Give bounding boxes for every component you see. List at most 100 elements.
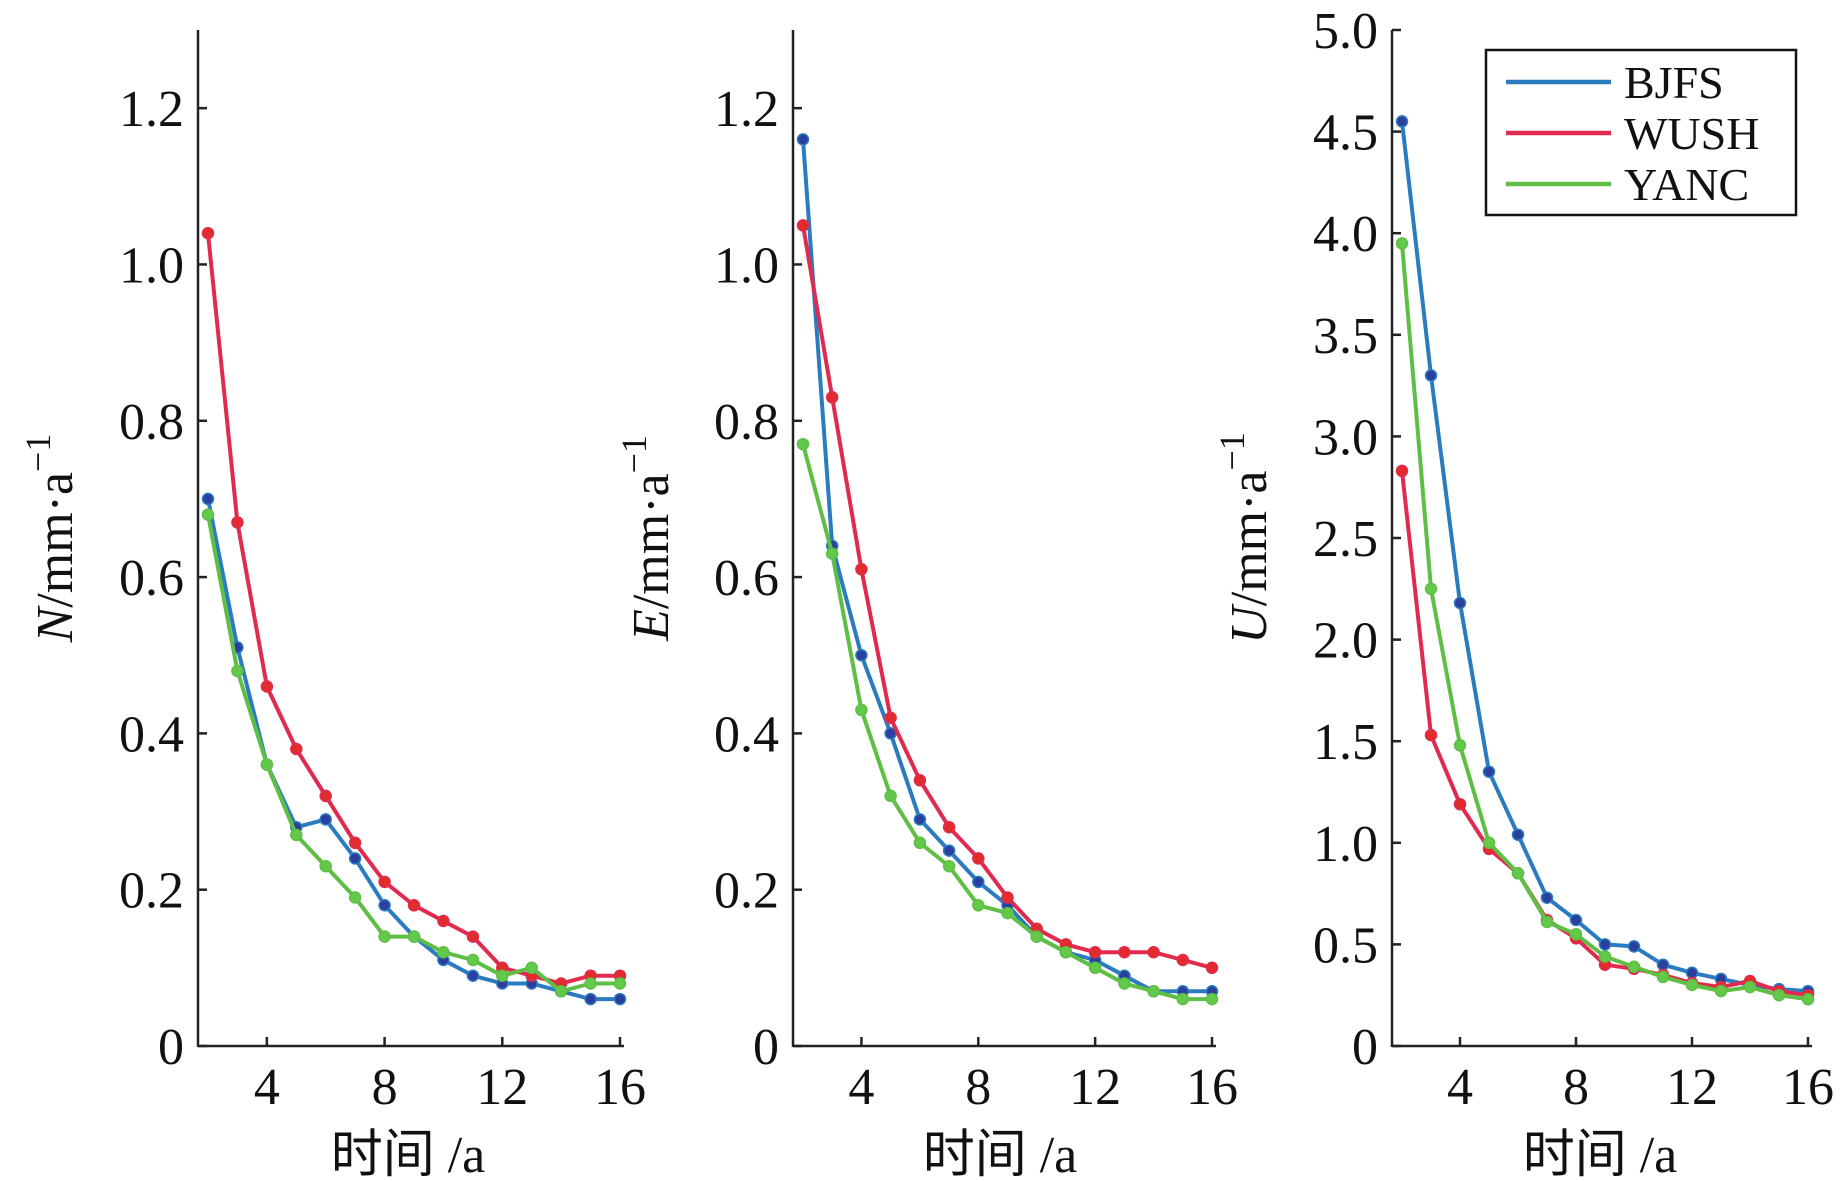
data-point-yanc-e [1030,930,1043,943]
data-point-yanc-e [796,437,810,451]
data-point-yanc-n [260,758,274,771]
y-tick-label: 4.5 [1313,105,1378,162]
data-point-wush-e [1001,891,1014,904]
data-point-yanc-e [1147,985,1160,998]
y-tick-label: 4.0 [1313,206,1378,263]
y-tick-label: 0.5 [1313,917,1378,974]
data-point-wush-e [913,774,927,787]
y-tick-label: 1.2 [714,81,779,138]
y-tick-label: 0.4 [714,706,779,763]
data-point-yanc-u [1743,980,1757,994]
panel-n: 0 0.2 0.4 0.6 0.8 1.0 1.2 4 8 12 16 时间 /a N/mm·a−1 [18,30,646,1181]
data-point-yanc-n [584,977,597,990]
data-point-yanc-n [348,891,362,904]
data-point-yanc-e [1059,945,1073,959]
data-point-bjfs-e [913,813,927,826]
data-point-wush-e [796,219,810,232]
data-point-bjfs-n [201,492,215,506]
series-line-bjfs-u [1400,121,1809,994]
y-axis-variable: U [1221,603,1278,644]
data-point-yanc-u [1656,970,1670,984]
data-point-wush-e [855,563,868,576]
data-point-wush-e [1118,945,1131,959]
y-axis-title-u: U/mm·a−1 [1212,432,1278,644]
data-point-yanc-u [1569,927,1583,941]
data-point-bjfs-e [796,133,810,146]
y-tick-label: 0.6 [119,550,184,607]
data-point-wush-n [407,899,421,912]
data-point-bjfs-n [319,813,332,826]
data-point-yanc-u [1598,950,1612,963]
data-point-bjfs-n [378,899,391,912]
y-axis-exponent: −1 [18,434,58,472]
data-point-bjfs-u [1395,115,1409,128]
y-tick-label: 3.5 [1313,308,1378,365]
panel-u: 0 0.5 1.0 1.5 2.0 2.5 3.0 3.5 4.0 4.5 5.0 4 8 12 16 时间 … [1212,3,1834,1181]
y-tick-label: 1.0 [714,237,779,294]
data-point-bjfs-u [1627,940,1641,953]
x-tick-label: 4 [1447,1059,1473,1116]
x-tick-label: 8 [965,1059,991,1116]
y-axis-unit: /mm·a [1221,471,1278,607]
y-axis-variable: E [623,609,680,642]
data-point-wush-e [1176,953,1190,967]
data-point-yanc-n [231,664,244,678]
x-tick-label: 8 [1563,1059,1589,1116]
data-point-yanc-u [1772,988,1786,1002]
x-tick-label: 16 [594,1059,646,1116]
data-point-wush-e [942,820,956,834]
data-point-wush-e [1205,961,1219,975]
y-tick-label: 0 [1352,1019,1378,1076]
data-point-yanc-e [972,899,985,912]
data-point-bjfs-n [466,969,480,982]
data-point-yanc-n [466,953,480,967]
data-point-bjfs-u [1685,966,1699,980]
x-tick-label: 12 [1666,1059,1718,1116]
x-tick-label: 12 [476,1059,528,1116]
data-point-wush-u [1453,797,1467,811]
x-axis-title-u: 时间 /a [1523,1127,1678,1181]
y-axis-title-e: E/mm·a−1 [614,435,680,642]
y-axis-exponent: −1 [1212,432,1252,470]
data-point-bjfs-u [1656,958,1670,971]
data-point-yanc-e [1088,961,1102,975]
y-tick-label: 0.6 [714,550,779,607]
data-point-yanc-n [525,961,538,975]
data-point-yanc-u [1395,237,1409,250]
y-tick-label: 1.2 [119,81,184,138]
data-point-yanc-e [884,789,897,803]
y-tick-label: 2.0 [1313,613,1378,670]
data-point-wush-n [231,516,244,529]
data-point-yanc-u [1627,960,1641,974]
data-point-bjfs-e [942,844,956,857]
data-point-wush-n [348,836,362,850]
data-point-yanc-n [437,945,450,959]
data-point-yanc-n [496,969,509,982]
data-point-yanc-n [613,977,627,990]
data-point-wush-e [1147,945,1160,959]
data-point-bjfs-u [1540,891,1554,904]
data-point-wush-e [825,391,839,404]
data-point-yanc-u [1801,993,1815,1006]
data-point-bjfs-u [1482,765,1496,778]
x-tick-label: 8 [372,1059,398,1116]
data-point-yanc-e [1118,977,1131,990]
data-point-wush-e [1088,945,1102,959]
series-line-wush-u [1400,470,1809,998]
series-line-wush-e [801,225,1213,970]
data-point-bjfs-n [348,852,362,865]
data-point-yanc-e [942,859,956,873]
y-axis-variable: N [27,604,84,643]
data-point-wush-n [437,914,450,928]
data-point-yanc-e [1205,992,1219,1006]
data-point-bjfs-u [1598,938,1612,951]
y-tick-label: 0.2 [119,863,184,920]
data-point-yanc-n [407,930,421,943]
data-point-wush-e [972,852,985,865]
series-line-bjfs-n [206,498,620,1002]
data-point-yanc-e [825,547,839,560]
data-point-bjfs-n [584,992,597,1006]
y-tick-label: 0.2 [714,863,779,920]
y-tick-label: 3.0 [1313,409,1378,466]
data-point-yanc-u [1424,582,1438,596]
